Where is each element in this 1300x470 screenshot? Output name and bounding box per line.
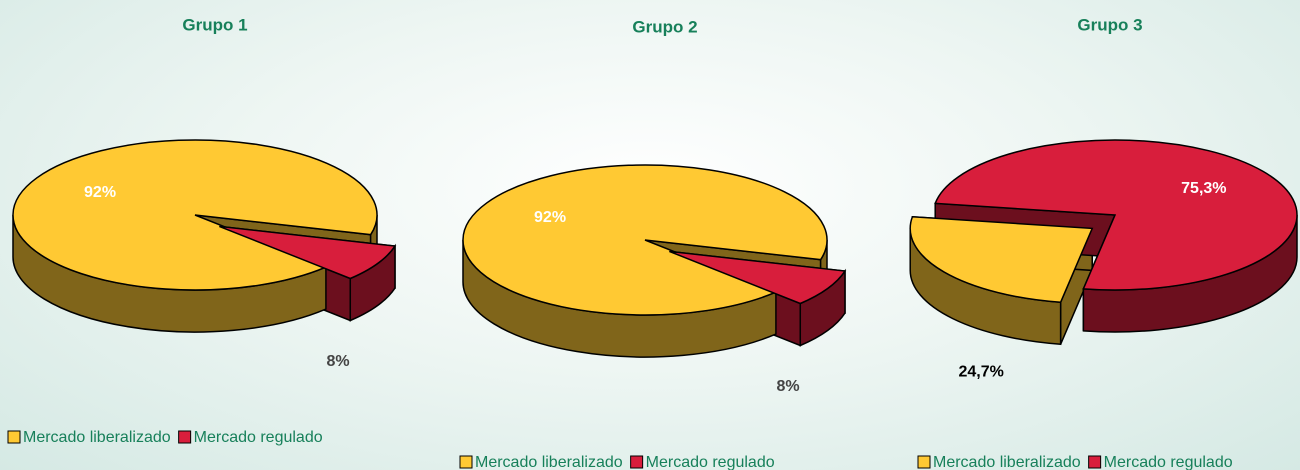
data-label: 75,3% [1181,180,1226,197]
data-label: 8% [776,378,799,395]
legend-label: Mercado regulado [194,429,323,446]
legend-label: Mercado liberalizado [475,454,623,470]
legend-swatch [178,430,192,444]
legend-swatch [7,430,21,444]
data-label: 92% [534,209,566,226]
slice [934,139,1298,291]
chart-title: Grupo 1 [182,15,247,34]
slice [909,216,1094,304]
data-label: 24,7% [958,363,1003,380]
slice [669,250,847,305]
legend-swatch [917,455,931,469]
legend-swatch [459,455,473,469]
chart-title: Grupo 3 [1077,15,1142,34]
legend-swatch [1088,455,1102,469]
legend-label: Mercado regulado [1104,454,1233,470]
chart-title: Grupo 2 [632,17,697,36]
data-label: 92% [84,184,116,201]
legend-label: Mercado liberalizado [933,454,1081,470]
legend-swatch [630,455,644,469]
legend-label: Mercado liberalizado [23,429,171,446]
slice [219,225,397,280]
data-label: 8% [326,353,349,370]
legend-label: Mercado regulado [646,454,775,470]
